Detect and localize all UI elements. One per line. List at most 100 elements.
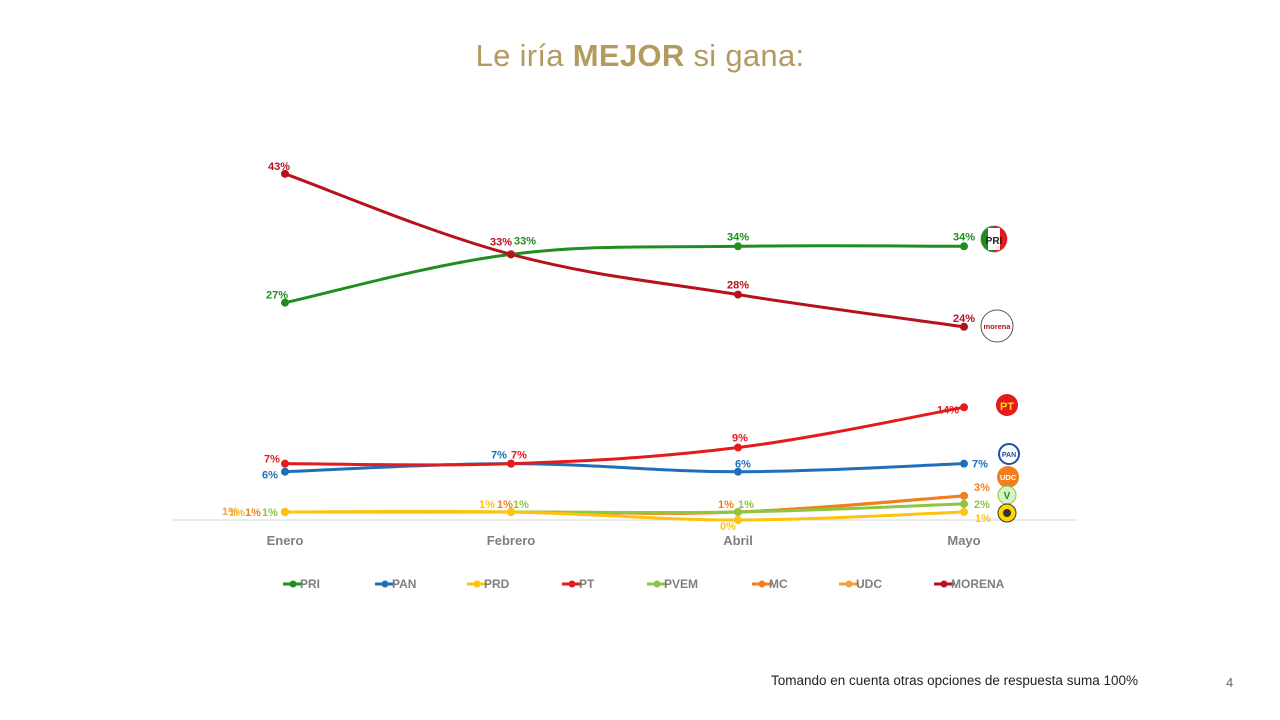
data-label-prd: 1% [479, 499, 495, 511]
logo-text: PRD [1007, 527, 1008, 528]
data-label-mc: 1% [718, 499, 734, 511]
data-point-pt [281, 459, 289, 468]
legend-item-pri: PRI [283, 577, 320, 591]
legend-item-pan: PAN [375, 577, 416, 591]
logo-text: PAN [1002, 452, 1016, 459]
data-label-pvem: 1% [513, 499, 529, 511]
legend-item-mc: MC [752, 577, 788, 591]
title-prefix: Le iría [475, 38, 564, 73]
legend-label: PT [579, 577, 595, 591]
data-point-prd [507, 507, 515, 516]
data-label-prd: 1% [975, 513, 991, 525]
legend-label: PRD [484, 577, 510, 591]
legend-swatch-dot [473, 580, 481, 588]
series-line-pt [283, 405, 966, 467]
data-point-pt [734, 443, 742, 452]
data-point-morena [960, 322, 968, 331]
data-label-udc: 1% [222, 506, 238, 518]
data-label-pri: 33% [514, 235, 536, 247]
data-point-prd [281, 507, 289, 516]
data-label-pan: 7% [491, 450, 507, 462]
series-line-prd [283, 509, 966, 522]
prd-logo-icon: PRD [997, 503, 1017, 528]
data-point-pri [960, 242, 968, 251]
legend-swatch-dot [289, 580, 297, 588]
legend-label: MORENA [951, 577, 1005, 591]
data-label-pt: 7% [264, 454, 280, 466]
legend-item-pvem: PVEM [647, 577, 698, 591]
data-point-pan [960, 459, 968, 468]
page-title: Le iría MEJOR si gana: [0, 38, 1280, 74]
data-label-pt: 9% [732, 433, 748, 445]
x-tick-label: Febrero [487, 533, 535, 548]
data-label-pvem: 1% [262, 507, 278, 519]
legend-item-pt: PT [562, 577, 595, 591]
logo-text: V [1004, 491, 1011, 502]
legend-label: PVEM [664, 577, 698, 591]
data-label-morena: 43% [268, 161, 290, 173]
x-tick-label: Mayo [947, 533, 980, 548]
series-line-pan [283, 462, 966, 474]
data-label-pan: 6% [735, 459, 751, 471]
data-label-mc: 1% [497, 499, 513, 511]
data-label-pan: 6% [262, 470, 278, 482]
data-point-mc [960, 491, 968, 500]
x-tick-label: Enero [267, 533, 304, 548]
legend-label: PAN [392, 577, 416, 591]
data-label-morena: 33% [490, 236, 512, 248]
title-suffix: si gana: [693, 38, 805, 73]
legend-label: PRI [300, 577, 320, 591]
data-point-prd [960, 507, 968, 516]
legend-swatch-dot [758, 580, 766, 588]
pan-logo-icon: PAN [998, 443, 1020, 465]
data-point-pri [281, 298, 289, 307]
legend-item-morena: MORENA [934, 577, 1005, 591]
logo-text: PRI [986, 236, 1003, 247]
legend-label: UDC [856, 577, 882, 591]
data-point-prd [734, 516, 742, 524]
data-point-morena [734, 290, 742, 299]
title-emphasis: MEJOR [572, 38, 685, 73]
data-label-morena: 28% [727, 280, 749, 292]
data-point-pt [507, 459, 515, 468]
data-label-pan: 7% [972, 459, 988, 471]
legend-swatch-dot [381, 580, 389, 588]
data-point-pan [734, 467, 742, 476]
data-label-pri: 27% [266, 290, 288, 302]
logo-text: morena [983, 322, 1011, 331]
legend-swatch-dot [653, 580, 661, 588]
data-label-mc: 3% [974, 482, 990, 494]
logo-text: PT [1000, 401, 1014, 413]
legend-swatch-dot [940, 580, 948, 588]
legend-swatch-dot [568, 580, 576, 588]
data-point-pvem [734, 507, 742, 516]
morena-logo-icon: morena [980, 309, 1014, 343]
footnote: Tomando en cuenta otras opciones de resp… [771, 673, 1138, 688]
pri-logo-icon: PRI [980, 225, 1008, 253]
legend-item-prd: PRD [467, 577, 510, 591]
legend-label: MC [769, 577, 788, 591]
data-label-pri: 34% [727, 231, 749, 243]
legend-item-udc: UDC [839, 577, 882, 591]
udc-logo-icon: UDC [997, 466, 1019, 488]
data-point-morena [281, 169, 289, 178]
series-line-morena [283, 172, 966, 329]
logo-text: UDC [1000, 473, 1017, 482]
data-point-pvem [960, 499, 968, 508]
data-label-pvem: 1% [738, 499, 754, 511]
data-label-mc: 1% [245, 507, 261, 519]
data-point-pan [281, 467, 289, 476]
legend-swatch-dot [845, 580, 853, 588]
data-label-prd: 1% [229, 507, 245, 519]
data-label-pt: 14% [937, 404, 959, 416]
pvem-logo-icon: V [997, 485, 1017, 505]
data-label-morena: 24% [953, 313, 975, 325]
data-label-pri: 34% [953, 231, 975, 243]
data-point-pt [960, 403, 968, 412]
data-point-pri [734, 242, 742, 251]
data-label-pvem: 2% [974, 499, 990, 511]
page-number: 4 [1226, 675, 1234, 690]
series-line-pri [283, 244, 966, 305]
data-label-pt: 7% [511, 450, 527, 462]
